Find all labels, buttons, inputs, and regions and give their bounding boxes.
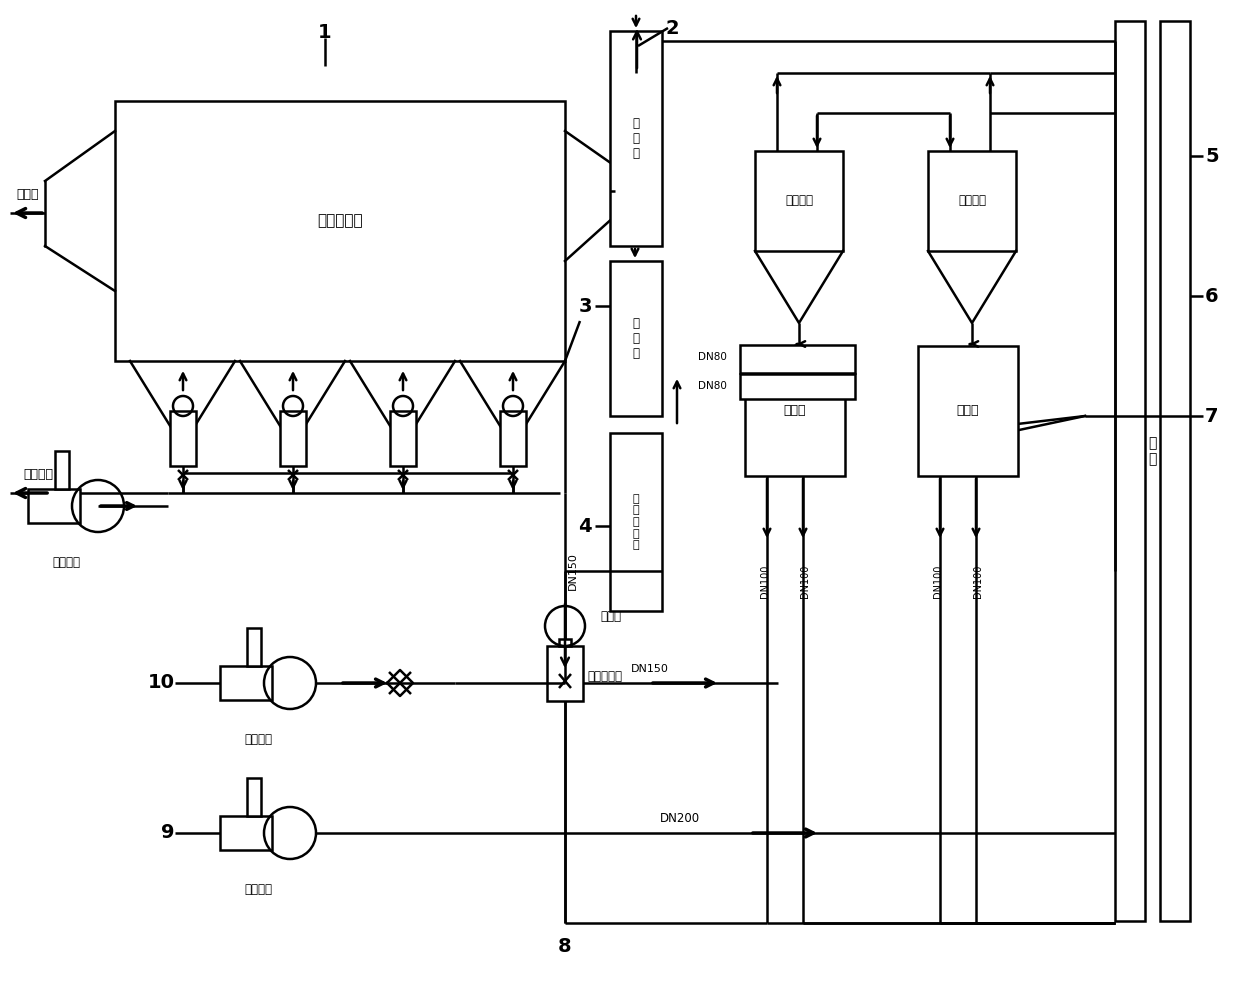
Text: 1: 1 bbox=[319, 23, 332, 42]
Text: 返料箱: 返料箱 bbox=[784, 404, 806, 417]
Bar bbox=[610, 31, 662, 246]
Bar bbox=[55, 451, 69, 489]
Text: 省
煤
器: 省 煤 器 bbox=[632, 317, 640, 360]
Bar bbox=[918, 346, 1018, 476]
Text: 10: 10 bbox=[148, 674, 175, 693]
Bar bbox=[928, 151, 1016, 251]
Text: DN100: DN100 bbox=[800, 565, 810, 598]
Bar bbox=[247, 778, 260, 816]
Text: 5: 5 bbox=[1205, 146, 1219, 165]
Bar bbox=[170, 411, 196, 466]
Text: 4: 4 bbox=[578, 517, 591, 536]
Bar bbox=[500, 411, 526, 466]
Bar bbox=[1115, 21, 1145, 921]
Bar bbox=[1159, 21, 1190, 921]
Bar bbox=[247, 628, 260, 666]
Text: 空
气
预
热
器: 空 气 预 热 器 bbox=[632, 493, 640, 551]
Text: 返料箱: 返料箱 bbox=[957, 404, 980, 417]
Text: 2: 2 bbox=[665, 18, 678, 37]
Bar bbox=[219, 666, 272, 700]
Bar bbox=[745, 346, 844, 476]
Bar bbox=[740, 374, 856, 399]
Text: DN200: DN200 bbox=[660, 813, 701, 826]
Text: 大风器: 大风器 bbox=[600, 610, 621, 623]
Text: 静电除尘器: 静电除尘器 bbox=[317, 213, 363, 228]
Text: 3: 3 bbox=[579, 296, 591, 315]
Bar bbox=[740, 345, 856, 373]
Bar bbox=[610, 433, 662, 611]
Text: DN100: DN100 bbox=[932, 565, 942, 598]
Bar bbox=[391, 411, 415, 466]
Text: 返料风机: 返料风机 bbox=[244, 883, 272, 896]
Text: 6: 6 bbox=[1205, 286, 1219, 305]
Bar bbox=[29, 489, 81, 523]
Bar bbox=[610, 261, 662, 416]
Text: 8: 8 bbox=[558, 937, 572, 956]
Text: DN150: DN150 bbox=[631, 664, 668, 674]
Text: 除灰旋风: 除灰旋风 bbox=[785, 194, 813, 207]
Bar bbox=[559, 639, 570, 646]
Text: 9: 9 bbox=[161, 824, 175, 843]
Text: 高效粉料泵: 高效粉料泵 bbox=[587, 670, 622, 683]
Text: DN80: DN80 bbox=[698, 381, 727, 391]
Text: 过
热
器: 过 热 器 bbox=[632, 117, 640, 160]
Text: DN100: DN100 bbox=[760, 565, 770, 598]
Text: DN80: DN80 bbox=[698, 352, 727, 362]
Bar bbox=[547, 646, 583, 701]
Text: 去储灰间: 去储灰间 bbox=[24, 468, 53, 481]
Text: 7: 7 bbox=[1205, 406, 1219, 425]
Text: 输灰风机: 输灰风机 bbox=[244, 733, 272, 746]
Bar bbox=[219, 816, 272, 850]
Bar bbox=[755, 151, 843, 251]
Bar bbox=[280, 411, 306, 466]
Text: DN100: DN100 bbox=[973, 565, 983, 598]
Text: 净烟气: 净烟气 bbox=[17, 188, 40, 201]
Text: 除灰旋风: 除灰旋风 bbox=[959, 194, 986, 207]
Bar bbox=[115, 101, 565, 361]
Text: DN150: DN150 bbox=[568, 553, 578, 590]
Text: 锅
炉: 锅 炉 bbox=[1148, 435, 1157, 466]
Text: 输灰风机: 输灰风机 bbox=[52, 556, 81, 569]
